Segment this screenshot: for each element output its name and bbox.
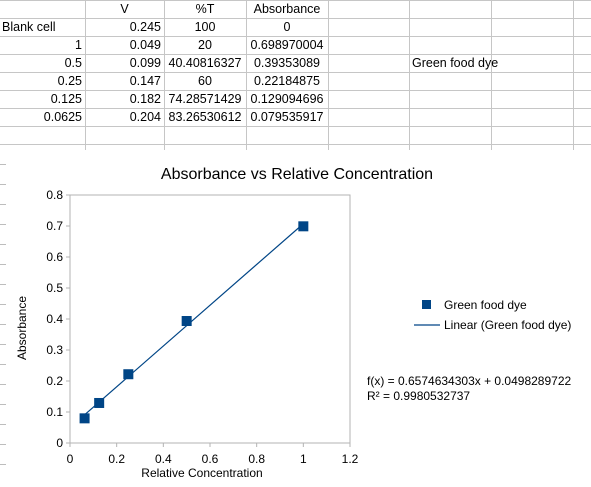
table-cell[interactable]: 0.22184875	[253, 74, 321, 88]
trendline-layer	[84, 223, 304, 416]
header-cell[interactable]: Absorbance	[253, 2, 321, 16]
header-cell[interactable]: %T	[195, 2, 215, 16]
row-line	[0, 144, 591, 145]
col-line	[164, 0, 165, 150]
col-line	[85, 0, 86, 150]
x-axis-ticks: 0 0.2 0.4 0.6 0.8 1 1.2	[67, 443, 359, 466]
table-cell[interactable]: Blank cell	[2, 20, 56, 34]
col-line	[328, 0, 329, 150]
r-squared-value: R² = 0.9980532737	[367, 389, 470, 403]
trendline	[84, 223, 304, 416]
x-tick-label: 0.4	[155, 452, 172, 466]
legend-trendline-label: Linear (Green food dye)	[444, 318, 571, 332]
y-axis-label: Absorbance	[15, 296, 29, 360]
table-cell[interactable]: 100	[194, 20, 216, 34]
header-cell[interactable]: V	[120, 2, 129, 16]
y-tick-label: 0.6	[46, 250, 63, 264]
data-points-layer	[79, 221, 309, 424]
row-line	[0, 18, 591, 19]
col-line	[573, 0, 574, 150]
data-point	[181, 316, 192, 327]
table-cell[interactable]: 83.26530612	[168, 110, 242, 124]
col-line	[409, 0, 410, 150]
row-line	[0, 72, 591, 73]
side-label-cell[interactable]: Green food dye	[412, 56, 499, 70]
table-cell[interactable]: 0.0625	[43, 110, 82, 124]
col-line	[246, 0, 247, 150]
x-axis-label: Relative Concentration	[141, 466, 262, 480]
trendline-equation: f(x) = 0.6574634303x + 0.0498289722	[367, 374, 571, 388]
y-axis-ticks: 0 0.1 0.2 0.3 0.4 0.5 0.6 0.7 0.8	[46, 188, 70, 450]
x-tick-label: 1.2	[342, 452, 359, 466]
table-cell[interactable]: 0.079535917	[250, 110, 324, 124]
row-line	[0, 54, 591, 55]
y-tick-label: 0.1	[46, 405, 63, 419]
row-line	[0, 90, 591, 91]
y-tick-label: 0.3	[46, 343, 63, 357]
table-cell[interactable]: 20	[198, 38, 212, 52]
x-tick-label: 1	[300, 452, 307, 466]
table-cell[interactable]: 0.5	[64, 56, 82, 70]
legend: Green food dye Linear (Green food dye)	[414, 298, 571, 332]
table-cell[interactable]: 60	[198, 74, 212, 88]
table-cell[interactable]: 0.25	[57, 74, 82, 88]
legend-marker-icon	[422, 300, 431, 309]
table-cell[interactable]: 0.245	[129, 20, 161, 34]
table-cell[interactable]: 74.28571429	[168, 92, 242, 106]
data-point	[79, 413, 90, 424]
y-tick-label: 0.4	[46, 312, 63, 326]
legend-series-label: Green food dye	[444, 298, 527, 312]
y-tick-label: 0	[56, 436, 63, 450]
data-point	[298, 221, 309, 232]
col-line	[491, 0, 492, 150]
table-cell[interactable]: 0.39353089	[253, 56, 321, 70]
row-line	[0, 126, 591, 127]
table-cell[interactable]: 0.698970004	[250, 38, 324, 52]
y-tick-label: 0.2	[46, 374, 63, 388]
x-tick-label: 0.2	[108, 452, 125, 466]
data-point	[94, 397, 105, 408]
y-tick-label: 0.8	[46, 188, 63, 202]
table-cell[interactable]: 0.129094696	[250, 92, 324, 106]
row-line	[0, 0, 591, 1]
table-cell[interactable]: 1	[75, 38, 82, 52]
y-tick-label: 0.7	[46, 219, 63, 233]
row-line	[0, 36, 591, 37]
y-tick-label: 0.5	[46, 281, 63, 295]
table-cell[interactable]: 0	[283, 20, 291, 34]
table-cell[interactable]: 0.099	[129, 56, 161, 70]
table-cell[interactable]: 0.049	[129, 38, 161, 52]
chart-title: Absorbance vs Relative Concentration	[161, 166, 433, 183]
table-cell[interactable]: 0.204	[129, 110, 161, 124]
plot-area-frame	[69, 194, 351, 444]
row-line	[0, 108, 591, 109]
x-tick-label: 0.8	[248, 452, 265, 466]
x-tick-label: 0.6	[202, 452, 219, 466]
table-cell[interactable]: 0.125	[50, 92, 82, 106]
table-cell[interactable]: 0.147	[129, 74, 161, 88]
table-cell[interactable]: 0.182	[129, 92, 161, 106]
data-point	[123, 369, 134, 380]
x-tick-label: 0	[67, 452, 74, 466]
table-cell[interactable]: 40.40816327	[168, 56, 242, 70]
